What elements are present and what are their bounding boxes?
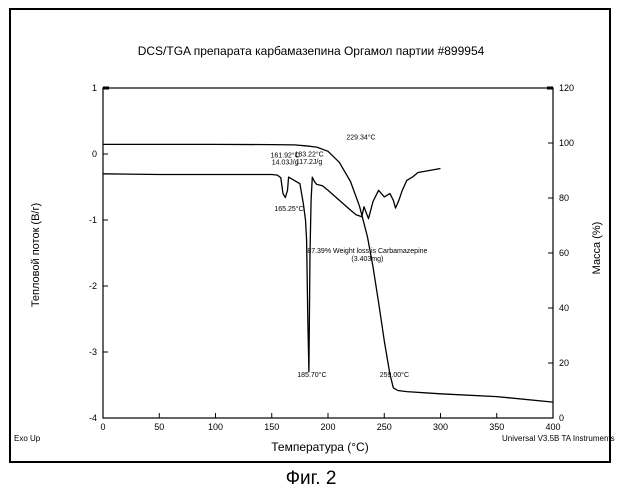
annotation-label: 87.39% Weight loss is Carbamazepine <box>307 248 427 255</box>
annotation-label: 183.22°C <box>294 151 323 159</box>
y-left-tick-label: -4 <box>89 413 97 423</box>
x-tick-label: 350 <box>489 422 504 432</box>
annotation-label: 117.2J/g <box>296 159 322 166</box>
axes: 05010015020025030035040010-1-2-3-4120100… <box>89 83 574 432</box>
y-left-tick-label: -2 <box>89 281 97 291</box>
y-left-tick-label: 1 <box>92 83 97 93</box>
x-tick-label: 150 <box>264 422 279 432</box>
x-tick-label: 300 <box>433 422 448 432</box>
y-right-tick-label: 40 <box>559 303 569 313</box>
exo-up-label: Exo Up <box>14 434 40 443</box>
x-tick-label: 400 <box>545 422 560 432</box>
tga-weight-line <box>103 144 553 402</box>
x-tick-label: 200 <box>320 422 335 432</box>
y-right-tick-label: 0 <box>559 413 564 423</box>
annotation-label: 14.03J/g <box>272 160 299 167</box>
annotation-label: (3.403mg) <box>351 256 383 263</box>
y-right-tick-label: 100 <box>559 138 574 148</box>
y-right-tick-label: 60 <box>559 248 569 258</box>
annotation-group: 161.92°C14.03J/g183.22°C117.2J/g165.25°C… <box>271 133 428 379</box>
x-tick-label: 50 <box>154 422 164 432</box>
annotation-label: 165.25°C <box>274 205 303 213</box>
series-group <box>103 144 553 402</box>
y-left-tick-label: -1 <box>89 215 97 225</box>
figure-caption: Фиг. 2 <box>0 468 622 490</box>
instrument-label: Universal V3.5B TA Instruments <box>502 434 615 443</box>
annotation-label: 185.70°C <box>297 371 326 379</box>
y-right-tick-label: 120 <box>559 83 574 93</box>
x-tick-label: 0 <box>100 422 105 432</box>
y-left-tick-label: -3 <box>89 347 97 357</box>
y-right-tick-label: 80 <box>559 193 569 203</box>
annotation-label: 259.00°C <box>380 371 409 379</box>
y-left-tick-label: 0 <box>92 149 97 159</box>
dsc-heat-flow-line <box>103 169 441 372</box>
x-tick-label: 250 <box>377 422 392 432</box>
annotation-label: 229.34°C <box>346 133 375 141</box>
y-axis-right-label: Масса (%) <box>591 222 603 275</box>
y-axis-left-label: Тепловой поток (В/г) <box>30 203 42 307</box>
y-right-tick-label: 20 <box>559 358 569 368</box>
x-tick-label: 100 <box>208 422 223 432</box>
x-axis-label: Температура (°С) <box>271 440 368 454</box>
